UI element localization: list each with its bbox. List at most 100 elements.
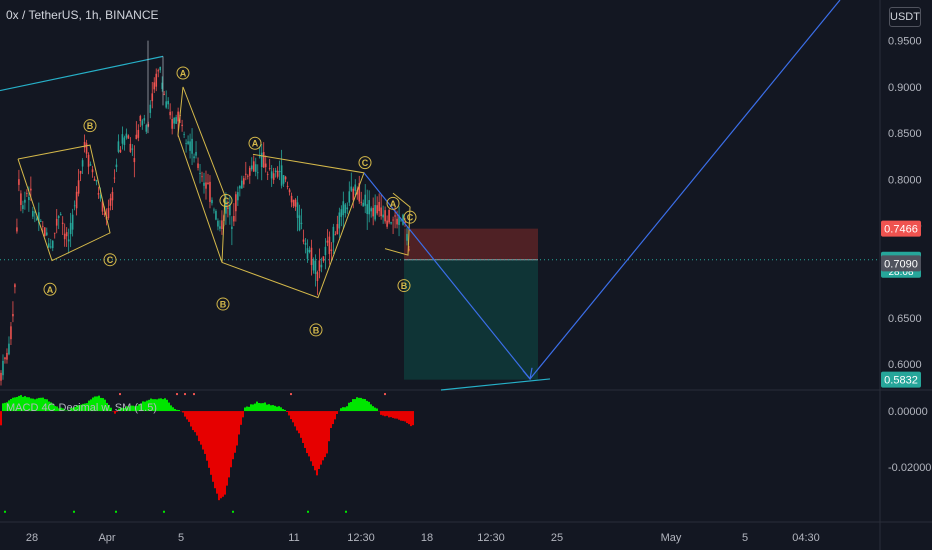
candle-body <box>326 240 329 243</box>
candle-body <box>199 173 201 175</box>
candle-body <box>352 188 355 201</box>
candle-body <box>322 256 325 261</box>
macd-bar <box>30 398 32 412</box>
time-axis[interactable]: 28 Apr 5 11 12:30 18 12:30 25 May 5 04:30 <box>26 532 820 544</box>
currency-badge[interactable]: USDT <box>889 7 921 27</box>
macd-bar <box>260 403 262 412</box>
macd-bar <box>102 398 104 412</box>
macd-bar <box>124 407 126 412</box>
candle-body <box>378 201 380 212</box>
macd-bar <box>300 411 302 438</box>
macd-bar <box>48 401 50 412</box>
candle-body <box>392 219 394 221</box>
candle-body <box>79 170 82 174</box>
macd-bar <box>242 411 244 418</box>
macd-bar <box>200 411 202 445</box>
macd-bar <box>410 411 412 427</box>
candle-body <box>229 204 231 216</box>
candle-body <box>131 148 134 150</box>
candle-body <box>203 182 205 186</box>
candle-body <box>95 180 98 182</box>
macd-bar <box>38 397 40 412</box>
candle-body <box>169 111 171 116</box>
macd-bar <box>74 406 76 412</box>
candle-body <box>276 170 279 177</box>
macd-bar <box>318 411 320 469</box>
candle-body <box>388 209 390 223</box>
macd-bar <box>408 411 410 425</box>
macd-bar <box>100 397 102 412</box>
macd-bar <box>248 406 250 412</box>
macd-bar <box>144 401 146 412</box>
macd-bar <box>274 405 276 412</box>
stop-loss-zone <box>404 228 538 260</box>
candle-body <box>366 204 369 215</box>
macd-bar <box>340 408 342 412</box>
wave-label-text: A <box>390 199 397 209</box>
macd-bar <box>66 410 68 412</box>
macd-bar <box>220 411 222 499</box>
candle-body <box>394 215 396 217</box>
candle-body <box>201 176 203 178</box>
macd-bar <box>150 398 152 412</box>
candle-body <box>213 209 215 211</box>
candle-body <box>248 167 251 176</box>
candle-body <box>18 179 20 185</box>
price-label-badge <box>881 371 921 388</box>
macd-bar <box>342 407 344 412</box>
macd-signal-dot <box>384 393 386 396</box>
wave-label-circle <box>309 323 323 337</box>
candle-body <box>370 208 372 212</box>
candle-body <box>304 242 307 245</box>
macd-bar <box>332 411 334 425</box>
wave-label-text: B <box>87 121 94 131</box>
candle-body <box>372 207 374 217</box>
macd-bar <box>104 399 106 412</box>
candle-body <box>270 171 273 179</box>
macd-bar <box>154 399 156 412</box>
candle-body <box>53 232 56 234</box>
macd-bar <box>34 399 36 412</box>
macd-bar <box>268 404 270 412</box>
macd-bar <box>282 409 284 412</box>
macd-bar <box>192 411 194 431</box>
macd-bar <box>16 396 18 412</box>
macd-bar <box>172 407 174 412</box>
candle-body <box>225 201 227 214</box>
macd-bar <box>238 411 240 435</box>
macd-bar <box>258 403 260 412</box>
macd-bar <box>176 409 178 412</box>
candle-body <box>161 82 164 89</box>
macd-bar <box>336 411 338 414</box>
macd-bar <box>118 408 120 412</box>
candle-body <box>382 214 384 218</box>
candle-body <box>139 116 142 122</box>
wave-structure-2 <box>177 86 226 263</box>
candle-body <box>278 170 281 173</box>
candle-body <box>109 198 112 206</box>
macd-signal-dot <box>119 393 121 396</box>
macd-bar <box>232 411 234 460</box>
macd-bar <box>240 411 242 425</box>
macd-bar <box>58 408 60 412</box>
price-label-badge <box>881 220 921 237</box>
candle-body <box>171 119 173 129</box>
projection-arrow-head <box>522 367 533 381</box>
macd-bar <box>344 407 346 412</box>
candle-body <box>245 173 247 175</box>
candle-body <box>340 209 343 217</box>
candle-body <box>189 141 191 151</box>
wave-structure-1 <box>17 144 111 262</box>
price-axis[interactable]: 0.95000.90000.85000.80000.75000.65000.60… <box>881 36 931 475</box>
candle-body <box>135 134 138 140</box>
macd-bar <box>386 411 388 416</box>
candle-body <box>97 193 100 195</box>
macd-bar <box>254 403 256 412</box>
macd-bar <box>286 411 288 412</box>
candle-body <box>173 118 175 124</box>
macd-bar <box>224 411 226 495</box>
macd-cross-dot <box>232 510 234 513</box>
candle-body <box>314 260 317 274</box>
candle-body <box>205 182 207 189</box>
